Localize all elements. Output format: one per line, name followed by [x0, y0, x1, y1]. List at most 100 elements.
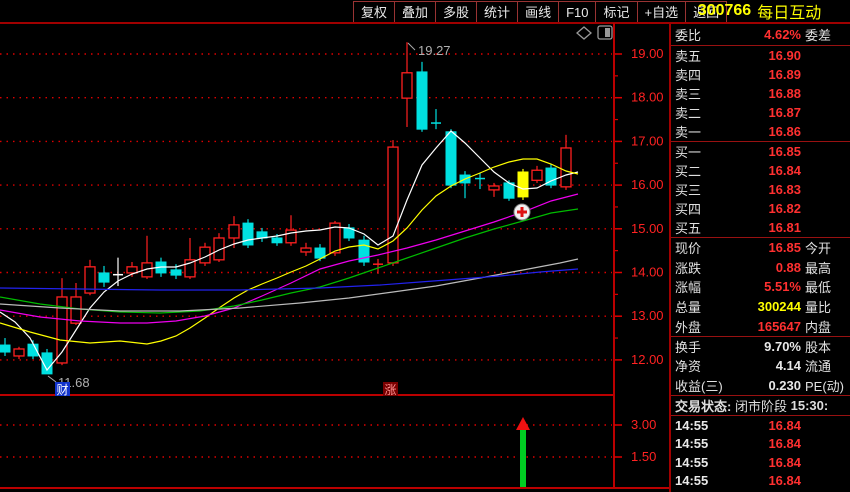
trade-status-value: 闭市阶段 — [734, 398, 787, 414]
buy-row[interactable]: 买一 16.85 — [675, 144, 801, 160]
trade-status-time: 15:30: — [790, 397, 829, 413]
weibi-value: 4.62% — [764, 27, 801, 42]
price-axis-label: 18.00 — [631, 90, 664, 105]
weibi-label: 委比 — [675, 28, 702, 43]
candle-down — [170, 269, 182, 276]
sell-queue: 卖五 16.90 卖四 16.89 卖三 16.88 卖二 16.87 卖一 16.86 — [671, 46, 850, 142]
stat-row: 涨幅 5.51% 最低 — [675, 279, 832, 296]
candle-down — [445, 131, 457, 186]
stock-name: 每日互动 — [757, 5, 822, 22]
stats-section: 现价 16.85 今开 涨跌 0.88 最高 涨幅 5.51% 最低 总量 300244 量比 … — [671, 238, 850, 337]
stat-row: 现价 16.85 今开 — [675, 240, 832, 257]
trade-status-label: 交易状态: — [675, 398, 732, 414]
stock-code: 300766 — [697, 2, 752, 19]
sub-axis-label: 1.50 — [631, 449, 656, 464]
toolbar-divider — [0, 22, 850, 24]
price-axis-label: 14.00 — [631, 265, 664, 280]
candle-down — [358, 239, 370, 263]
ma-line-ma10 — [0, 158, 579, 345]
candle-up — [70, 296, 82, 324]
price-axis-label: 17.00 — [631, 133, 664, 148]
stat-row: 外盘 165647 内盘 — [675, 318, 832, 335]
sell-row[interactable]: 卖一 16.86 — [675, 124, 801, 140]
stat-row: 换手 9.70% 股本 — [675, 339, 832, 356]
candle-up — [56, 296, 68, 364]
sub-axis-label: 3.00 — [631, 417, 656, 432]
buy-row[interactable]: 买五 16.81 — [675, 220, 801, 236]
sell-row[interactable]: 卖二 16.87 — [675, 105, 801, 121]
stat-row: 净资 4.14 流通 — [675, 358, 832, 375]
candle-up — [228, 224, 240, 239]
candle-down — [0, 344, 11, 353]
annotation-arrow — [47, 375, 57, 383]
add-watchlist-button[interactable]: +自选 — [636, 1, 687, 24]
price-axis-label: 15.00 — [631, 221, 664, 236]
candle-up — [531, 169, 543, 181]
weibi-row: 委比 4.62% 委差 — [671, 24, 850, 46]
panel-layout-icon-fill — [605, 28, 610, 37]
price-axis-label: 12.00 — [631, 352, 664, 367]
stats2-section: 换手 9.70% 股本 净资 4.14 流通 收益(三) 0.230 PE(动) — [671, 337, 850, 396]
signal-arrow-icon — [516, 417, 530, 430]
indicator-badge[interactable] — [55, 382, 70, 396]
candle-highlight — [517, 171, 529, 198]
candle-up — [560, 147, 572, 188]
annotation-price: 19.27 — [418, 43, 451, 58]
trade-status-row: 交易状态: 闭市阶段 15:30: — [671, 396, 850, 416]
candle-up — [126, 266, 138, 274]
ma-line-ma20 — [0, 193, 579, 324]
indicator-badge-label: 涨 — [384, 382, 396, 397]
candle-down — [271, 237, 283, 244]
stat-row: 收益(三) 0.230 PE(动) — [675, 377, 845, 394]
indicator-badge-label: 财 — [56, 383, 68, 397]
stat-row: 总量 300244 量比 — [675, 299, 832, 316]
price-axis-label: 13.00 — [631, 308, 664, 323]
candle-down — [314, 247, 326, 259]
candle-down — [98, 272, 110, 283]
candle-up — [184, 259, 196, 278]
kline-chart[interactable]: 19.00 18.00 17.00 16.00 15.00 14.00 13.00 12.00… — [0, 23, 670, 492]
weicha-label: 委差 — [805, 28, 832, 43]
adjust-price-button[interactable]: 复权 — [353, 1, 396, 24]
candle-down — [242, 222, 254, 246]
sell-row[interactable]: 卖五 16.90 — [675, 48, 801, 64]
tick-row[interactable]: 14:55 16.84 — [675, 417, 801, 433]
price-axis-label: 19.00 — [631, 46, 664, 61]
tick-row[interactable]: 14:55 16.84 — [675, 436, 801, 452]
indicator-badge[interactable] — [383, 382, 398, 396]
overlay-button[interactable]: 叠加 — [394, 1, 437, 24]
f10-button[interactable]: F10 — [558, 1, 597, 24]
draw-line-button[interactable]: 画线 — [517, 1, 560, 24]
mark-button[interactable]: 标记 — [595, 1, 638, 24]
ma-line-ma30 — [0, 208, 579, 314]
candle-up — [13, 348, 25, 357]
annotation-arrow — [407, 42, 416, 51]
buy-row[interactable]: 买二 16.84 — [675, 163, 801, 179]
sell-row[interactable]: 卖三 16.88 — [675, 86, 801, 102]
candle-up — [300, 247, 312, 253]
sell-row[interactable]: 卖四 16.89 — [675, 67, 801, 83]
candle-up — [84, 266, 96, 294]
panel-layout-icon[interactable] — [597, 25, 613, 40]
toolbar: 复权 叠加 多股 统计 画线 F10 标记 +自选 返回 — [353, 1, 728, 24]
candle-down — [416, 71, 428, 130]
quote-panel: 委比 4.62% 委差 卖五 16.90 卖四 16.89 卖三 16.88 卖二 16… — [669, 24, 850, 492]
buy-queue: 买一 16.85 买二 16.84 买三 16.83 买四 16.82 买五 16.81 — [671, 142, 850, 238]
candle-up — [387, 146, 399, 264]
buy-row[interactable]: 买四 16.82 — [675, 201, 801, 217]
tick-row[interactable]: 14:55 16.84 — [675, 473, 801, 489]
tick-row[interactable]: 14:55 16.84 — [675, 454, 801, 470]
diamond-icon[interactable] — [576, 26, 592, 40]
stock-title: 300766 每日互动 — [669, 0, 850, 22]
multi-stock-button[interactable]: 多股 — [435, 1, 478, 24]
candle-up — [488, 185, 500, 191]
ma-line-ma120 — [0, 268, 579, 291]
ma-line-ma5 — [0, 130, 579, 372]
buy-row[interactable]: 买三 16.83 — [675, 182, 801, 198]
candle-down — [545, 167, 557, 186]
statistics-button[interactable]: 统计 — [476, 1, 519, 24]
price-axis-label: 16.00 — [631, 177, 664, 192]
tick-list: 14:55 16.84 14:55 16.84 14:55 16.84 14:55 16… — [671, 416, 850, 490]
candle-up — [329, 222, 341, 254]
